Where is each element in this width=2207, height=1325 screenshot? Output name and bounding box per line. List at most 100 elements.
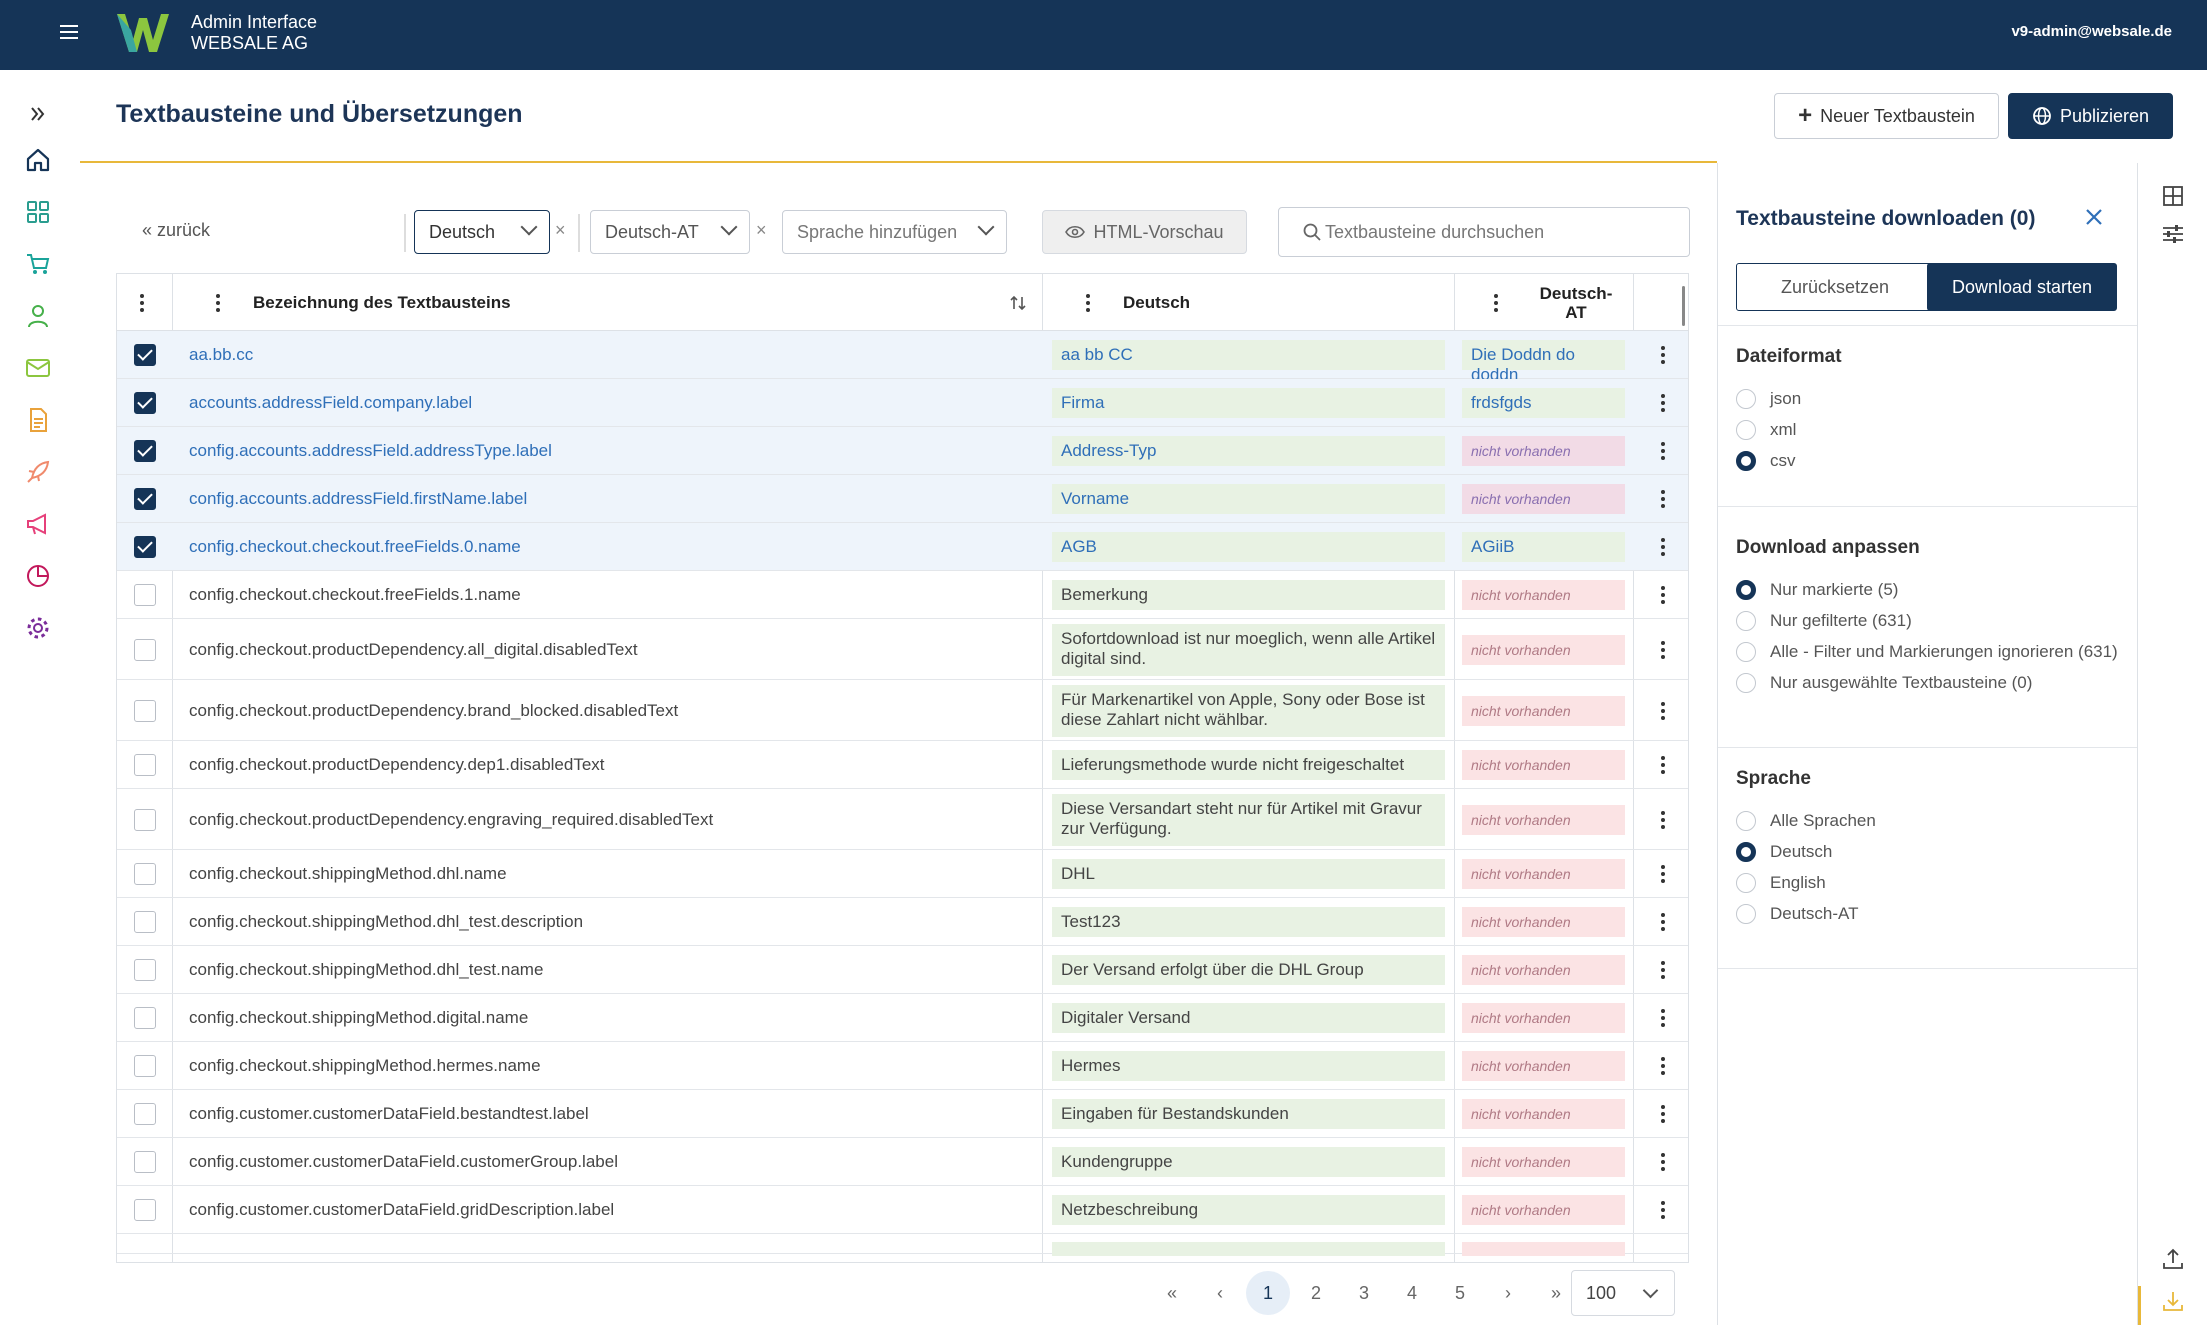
row-checkbox[interactable] <box>134 488 156 510</box>
table-row[interactable]: config.accounts.addressField.firstName.l… <box>117 475 1688 523</box>
scope-option[interactable]: Alle - Filter und Markierungen ignoriere… <box>1736 642 2118 662</box>
row-de-value[interactable]: Test123 <box>1052 907 1445 937</box>
table-row[interactable]: config.checkout.checkout.freeFields.1.na… <box>117 571 1688 619</box>
prev-page-button[interactable]: ‹ <box>1217 1282 1223 1303</box>
row-checkbox[interactable] <box>134 1199 156 1221</box>
language-select-2[interactable]: Deutsch-AT <box>590 210 750 254</box>
upload-icon[interactable] <box>2160 1246 2186 1272</box>
row-key[interactable]: config.checkout.shippingMethod.dhl_test.… <box>189 912 584 931</box>
row-menu[interactable] <box>1660 865 1666 883</box>
start-download-button[interactable]: Download starten <box>1927 263 2117 311</box>
radio-button[interactable] <box>1736 673 1756 693</box>
row-key[interactable]: config.checkout.productDependency.all_di… <box>189 639 638 659</box>
table-row[interactable]: config.checkout.productDependency.all_di… <box>117 619 1688 680</box>
page-4-button[interactable]: 4 <box>1406 1282 1417 1303</box>
row-menu[interactable] <box>1660 1201 1666 1219</box>
table-row[interactable]: config.checkout.checkout.freeFields.0.na… <box>117 523 1688 571</box>
page-size-select[interactable]: 100 <box>1571 1270 1675 1316</box>
radio-button[interactable] <box>1736 642 1756 662</box>
row-de-value[interactable]: Lieferungsmethode wurde nicht freigescha… <box>1052 750 1445 780</box>
row-at-value[interactable]: nicht vorhanden <box>1462 1003 1625 1033</box>
row-key[interactable]: aa.bb.cc <box>189 345 254 364</box>
row-key[interactable]: config.customer.customerDataField.bestan… <box>189 1104 589 1123</box>
language-select-1[interactable]: Deutsch <box>414 210 550 254</box>
row-at-value[interactable]: Die Doddn do doddn <box>1462 340 1625 384</box>
row-menu[interactable] <box>1660 1057 1666 1075</box>
radio-button[interactable] <box>1736 451 1756 471</box>
at-column-menu[interactable] <box>1493 274 1499 331</box>
row-checkbox[interactable] <box>134 754 156 776</box>
dashboard-icon[interactable] <box>24 198 54 228</box>
table-row[interactable]: config.customer.customerDataField.bestan… <box>117 1090 1688 1138</box>
language-option[interactable]: Alle Sprachen <box>1736 811 1876 831</box>
row-menu[interactable] <box>1660 810 1666 829</box>
row-menu[interactable] <box>1660 394 1666 412</box>
cart-icon[interactable] <box>24 250 54 280</box>
row-key[interactable]: config.customer.customerDataField.custom… <box>189 1152 618 1171</box>
row-de-value[interactable]: Kundengruppe <box>1052 1147 1445 1177</box>
row-key[interactable]: config.customer.customerDataField.gridDe… <box>189 1200 615 1219</box>
de-column-menu[interactable] <box>1085 274 1091 331</box>
row-checkbox[interactable] <box>134 1151 156 1173</box>
radio-button[interactable] <box>1736 842 1756 862</box>
row-checkbox[interactable] <box>134 808 156 831</box>
settings-icon[interactable] <box>24 614 54 644</box>
table-row[interactable]: config.accounts.addressField.addressType… <box>117 427 1688 475</box>
row-checkbox[interactable] <box>134 863 156 885</box>
row-key[interactable]: accounts.addressField.company.label <box>189 393 473 412</box>
row-at-value[interactable]: nicht vorhanden <box>1462 859 1625 889</box>
row-menu[interactable] <box>1660 1153 1666 1171</box>
radio-button[interactable] <box>1736 580 1756 600</box>
reset-button[interactable]: Zurücksetzen <box>1736 263 1934 311</box>
row-at-value[interactable]: nicht vorhanden <box>1462 1099 1625 1129</box>
row-de-value[interactable]: Firma <box>1052 388 1445 418</box>
search-input[interactable] <box>1325 221 1685 243</box>
row-at-value[interactable]: nicht vorhanden <box>1462 1195 1625 1225</box>
format-option[interactable]: xml <box>1736 420 1796 440</box>
row-checkbox[interactable] <box>134 911 156 933</box>
first-page-button[interactable]: « <box>1166 1282 1177 1303</box>
row-at-value[interactable]: AGiiB <box>1462 532 1625 562</box>
row-menu[interactable] <box>1660 640 1666 659</box>
row-key[interactable]: config.accounts.addressField.firstName.l… <box>189 489 528 508</box>
row-menu[interactable] <box>1660 961 1666 979</box>
row-menu[interactable] <box>1660 538 1666 556</box>
expand-icon[interactable] <box>24 100 54 130</box>
page-2-button[interactable]: 2 <box>1310 1282 1321 1303</box>
new-text-block-button[interactable]: + Neuer Textbaustein <box>1774 93 1999 139</box>
row-key[interactable]: config.checkout.checkout.freeFields.0.na… <box>189 537 521 556</box>
format-option[interactable]: csv <box>1736 451 1796 471</box>
row-key[interactable]: config.checkout.shippingMethod.dhl_test.… <box>189 960 544 979</box>
add-language-select[interactable]: Sprache hinzufügen <box>782 210 1007 254</box>
scrollbar-thumb[interactable] <box>1682 286 1685 326</box>
row-menu[interactable] <box>1660 442 1666 460</box>
key-column-menu[interactable] <box>215 274 221 331</box>
row-menu[interactable] <box>1660 346 1666 364</box>
language-option[interactable]: English <box>1736 873 1826 893</box>
radio-button[interactable] <box>1736 904 1756 924</box>
row-de-value[interactable]: Eingaben für Bestandskunden <box>1052 1099 1445 1129</box>
row-at-value[interactable]: nicht vorhanden <box>1462 436 1625 466</box>
radio-button[interactable] <box>1736 420 1756 440</box>
row-checkbox[interactable] <box>134 344 156 366</box>
close-icon[interactable] <box>2080 203 2108 231</box>
pie-chart-icon[interactable] <box>24 562 54 592</box>
row-menu[interactable] <box>1660 756 1666 774</box>
language-option[interactable]: Deutsch-AT <box>1736 904 1859 924</box>
scope-option[interactable]: Nur gefilterte (631) <box>1736 611 1912 631</box>
page-5-button[interactable]: 5 <box>1454 1282 1465 1303</box>
row-key[interactable]: config.checkout.shippingMethod.hermes.na… <box>189 1056 541 1075</box>
row-at-value[interactable]: nicht vorhanden <box>1462 750 1625 780</box>
table-row[interactable]: config.customer.customerDataField.gridDe… <box>117 1186 1688 1234</box>
row-de-value[interactable]: Netzbeschreibung <box>1052 1195 1445 1225</box>
html-preview-button[interactable]: HTML-Vorschau <box>1042 210 1247 254</box>
row-at-value[interactable]: nicht vorhanden <box>1462 634 1625 665</box>
publish-button[interactable]: Publizieren <box>2008 93 2173 139</box>
table-icon[interactable] <box>2160 183 2186 209</box>
row-checkbox[interactable] <box>134 1007 156 1029</box>
back-link[interactable]: « zurück <box>142 220 211 240</box>
row-de-value[interactable]: Bemerkung <box>1052 580 1445 610</box>
row-at-value[interactable]: nicht vorhanden <box>1462 695 1625 726</box>
row-at-value[interactable]: nicht vorhanden <box>1462 484 1625 514</box>
table-row[interactable]: accounts.addressField.company.label Firma… <box>117 379 1688 427</box>
